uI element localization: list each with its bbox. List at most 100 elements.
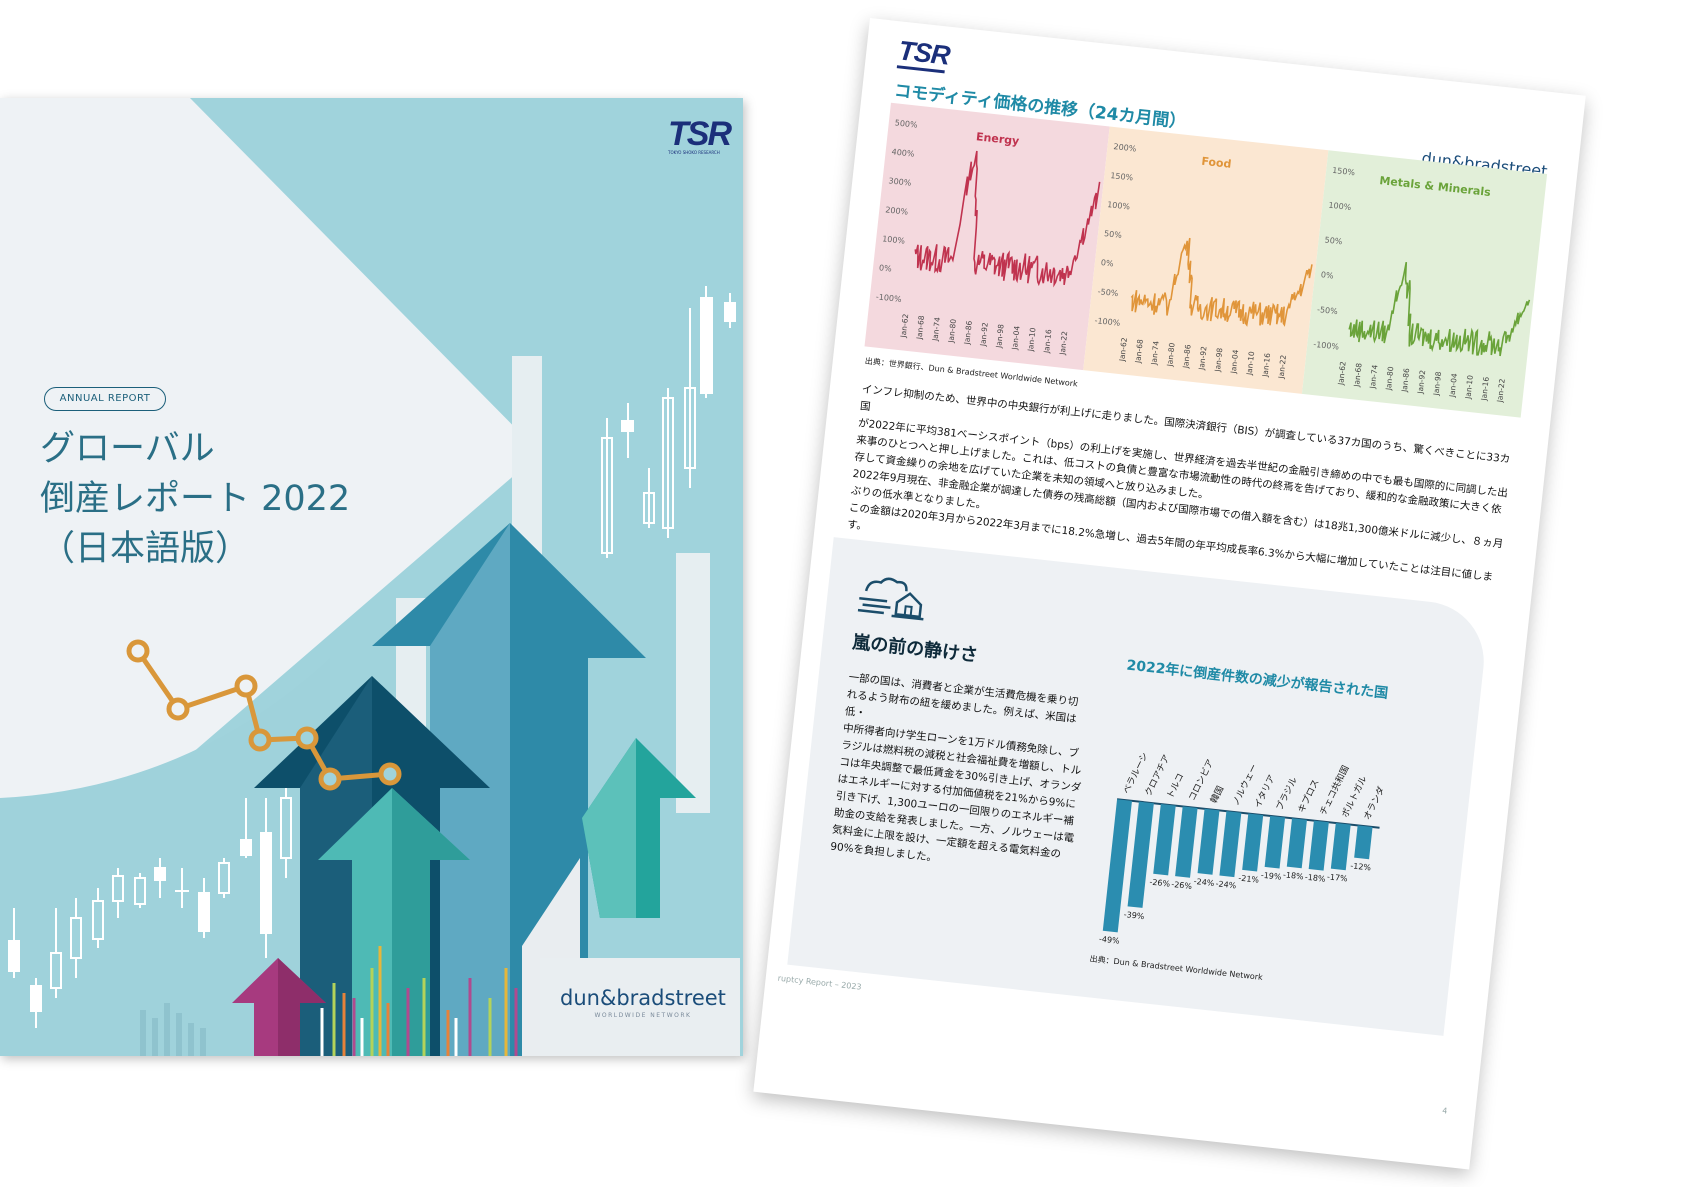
bar-value-label: -17% [1327,872,1349,883]
x-tick-label: Jan-10 [1245,351,1257,377]
commodity-charts: 500% 400% 300% 200% 100% 0% -100% Jan-62 Jan-68 J… [864,102,1548,418]
bar [1102,799,1132,933]
bar [1330,823,1351,871]
y-tick-label: -100% [1094,316,1121,328]
tsr-logo-small: TSR [896,35,952,75]
page-footer: ruptcy Report – 2023 [777,973,862,992]
bar [1153,804,1176,876]
commodity-panel: 200% 150% 100% 50% 0% -50% -100% Jan-62 Jan-68 Ja… [1083,126,1329,394]
x-tick-label: Jan-98 [1431,371,1443,397]
bar-value-label: -18% [1304,873,1326,884]
x-tick-label: Jan-62 [899,313,911,339]
bar-value-label: -12% [1350,861,1372,872]
y-tick-label: 200% [885,205,909,216]
x-tick-label: Jan-80 [1384,366,1396,392]
bar [1197,808,1220,875]
storm-heading: 嵐の前の静けさ [851,631,979,667]
storm-house-icon [857,577,924,621]
x-tick-label: Jan-80 [946,318,958,344]
candlesticks-left [8,788,292,1028]
insolvency-decline-bar-chart: -49%ベラルーシ-39%クロアチア-26%トルコ-26%コロンビア-24%韓国… [1099,751,1388,946]
bar-value-label: -24% [1215,879,1237,890]
x-tick-label: Jan-22 [1495,378,1507,404]
bar [1286,818,1307,869]
y-tick-label: -100% [875,292,902,304]
commodity-panel: 150% 100% 50% 0% -50% -100% Jan-62 Jan-68 Jan-74… [1301,150,1548,418]
x-tick-label: Jan-68 [1133,339,1145,365]
bar-value-label: -26% [1171,880,1193,891]
cover-title-line: 倒産レポート 2022 [40,479,351,519]
y-tick-label: 0% [1320,270,1334,280]
x-tick-label: Jan-16 [1042,329,1054,355]
y-tick-label: -100% [1313,340,1340,352]
bar [1242,813,1264,872]
calm-before-storm-card: 嵐の前の静けさ 一部の国は、消費者と企業が生活費危機を乗り切 れるよう財布の紐を… [787,537,1490,1036]
x-tick-label: Jan-68 [1352,362,1364,388]
x-tick-label: Jan-86 [962,320,974,346]
x-tick-label: Jan-10 [1463,374,1475,400]
y-tick-label: 400% [891,147,915,158]
bar-category-label: 韓国 [1208,784,1226,805]
dnb-logo-text: dun&bradstreet [560,986,726,1010]
cover-artwork [0,98,740,1056]
y-tick-label: 100% [882,234,906,245]
x-tick-label: Jan-98 [994,323,1006,349]
bar-value-label: -26% [1149,877,1171,888]
x-tick-label: Jan-86 [1400,368,1412,394]
commodity-line-chart: 150% 100% 50% 0% -50% -100% Jan-62 Jan-68 Jan-74… [1313,166,1531,404]
bar-category-label: オランダ [1361,784,1388,822]
candlesticks-right [601,286,736,558]
bar-category-label: ブラジル [1273,775,1300,812]
bar [1175,806,1198,878]
bar-value-label: -19% [1260,871,1282,882]
x-tick-label: Jan-86 [1181,344,1193,370]
y-tick-label: 0% [1100,258,1114,268]
y-tick-label: 200% [1113,142,1137,153]
x-tick-label: Jan-10 [1026,327,1038,353]
cover-title-line: グローバル [40,429,215,469]
x-tick-label: Jan-74 [930,317,942,343]
bar-value-label: -49% [1099,934,1121,945]
teal-arrow-side [392,788,470,1056]
y-tick-label: 150% [1110,171,1134,182]
bar-value-label: -39% [1123,910,1145,921]
y-tick-label: 50% [1104,229,1123,240]
bar-category-label: キプロス [1296,778,1322,815]
tsr-logo-text: TSR [897,35,952,71]
big-blue-arrow-light-side [430,523,510,1056]
x-tick-label: Jan-04 [1010,325,1022,351]
bar [1264,815,1286,869]
bar-category-label: イタリア [1252,773,1278,810]
x-tick-label: Jan-74 [1368,364,1380,390]
bar [1127,801,1154,908]
bar-value-label: -24% [1193,877,1215,888]
x-tick-label: Jan-22 [1276,354,1288,380]
x-tick-label: Jan-22 [1058,330,1070,356]
logo-band [540,958,740,1056]
x-tick-label: Jan-62 [1117,337,1129,363]
bar-category-label: トルコ [1166,772,1187,800]
bar-value-label: -18% [1283,870,1305,881]
lower-left-wave [0,658,330,1056]
x-tick-label: Jan-16 [1479,376,1491,402]
x-tick-label: Jan-92 [978,322,990,348]
storm-body-text: 一部の国は、消費者と企業が生活費危機を乗り切 れるよう財布の紐を緩めました。例え… [829,670,1098,883]
tsr-logo-text: TSR [668,115,732,153]
bar [1219,811,1242,878]
commodity-series-line [1130,237,1313,327]
report-cover: TSR TOKYO SHOKO RESEARCH ANNUAL REPORT グ… [0,98,743,1056]
x-tick-label: Jan-92 [1197,345,1209,371]
x-tick-label: Jan-98 [1213,347,1225,373]
page-number: 4 [1441,1106,1448,1116]
commodity-series-line [914,150,1101,288]
y-tick-label: 50% [1324,235,1343,246]
commodity-line-chart: 500%400%300%200%100%0%-100%Jan-62 Jan-68 J… [875,118,1101,356]
commodity-line-chart: 200% 150% 100% 50% 0% -50% -100% Jan-62 Jan-68 Ja… [1094,142,1313,380]
y-tick-label: -50% [1317,305,1339,316]
orange-node-line [126,639,402,791]
y-tick-label: 150% [1332,166,1356,177]
dnb-logo: dun&bradstreet WORLDWIDE NETWORK [560,986,726,1019]
x-tick-label: Jan-62 [1336,361,1348,387]
cover-title-line: （日本語版） [40,529,251,569]
x-tick-label: Jan-74 [1149,340,1161,366]
